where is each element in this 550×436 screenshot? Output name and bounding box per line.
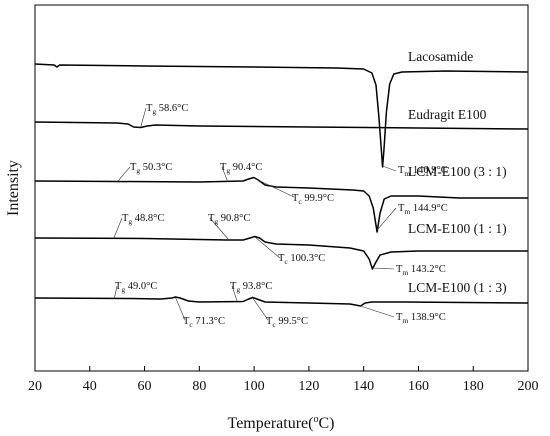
annotation-leader [209,217,230,241]
annotation-tm-lcm13: Tm 138.9°C [396,312,446,325]
x-tick-label: 140 [353,379,374,394]
x-tick-label: 200 [518,379,539,394]
annotation-leaders [113,107,397,321]
series-label-lcm-1-3: LCM-E100 (1 : 3) [408,280,507,295]
x-axis-ticks: 20 40 60 80 100 120 140 160 180 200 [28,366,539,394]
x-tick-label: 40 [83,379,97,394]
series-line-lcm-e100-1-3 [34,296,529,307]
annotation-leader [117,166,131,182]
annotation-tc-lcm13-a: Tc 71.3°C [183,316,225,329]
annotation-leader [372,267,395,270]
series-label-eudragit: Eudragit E100 [408,107,487,122]
x-tick-label: 100 [244,379,265,394]
annotation-tm-lacosamide: Tm 146.9°C [398,165,448,178]
annotation-leader [253,177,295,198]
annotation-tg-lcm31-b: Tg 90.4°C [220,162,262,175]
series-line-eudragit-e100 [34,121,529,130]
annotation-leader [113,217,123,239]
series-line-lcm-e100-1-1 [34,235,528,270]
series-curves [34,63,529,307]
plot-frame [34,4,529,372]
annotation-leader [252,297,269,321]
annotation-leader [175,297,186,321]
annotation-leader [221,166,229,183]
series-line-lacosamide [34,63,529,168]
y-axis-title: Intensity [5,160,22,216]
annotation-tm-lcm11: Tm 143.2°C [396,264,446,277]
annotation-tg-lcm13-b: Tg 93.8°C [230,281,272,294]
annotation-leader [382,165,397,172]
annotation-tg-eudragit: Tg 58.6°C [146,103,188,116]
annotation-leader [114,285,118,299]
x-axis-title: Temperature(oC) [228,414,335,432]
series-label-lcm-1-1: LCM-E100 (1 : 1) [408,221,507,236]
annotation-tg-lcm11-a: Tg 48.8°C [122,213,164,226]
annotation-leader [231,285,238,302]
annotation-tc-lcm31: Tc 99.9°C [292,193,334,206]
x-tick-label: 180 [463,379,484,394]
series-line-lcm-e100-3-1 [34,176,528,233]
annotation-tg-lcm13-a: Tg 49.0°C [115,281,157,294]
annotation-tg-lcm11-b: Tg 90.8°C [208,213,250,226]
annotation-leader [360,305,395,318]
annotation-leader [140,107,147,128]
x-tick-label: 20 [28,379,42,394]
annotation-leader [376,207,397,231]
annotation-tc-lcm13-b: Tc 99.5°C [266,316,308,329]
series-label-lacosamide: Lacosamide [408,49,473,64]
x-tick-label: 60 [138,379,152,394]
annotation-tg-lcm31-a: Tg 50.3°C [130,162,172,175]
annotation-leader [254,236,281,259]
annotation-tm-lcm31: Tm 144.9°C [398,203,448,216]
x-tick-label: 120 [298,379,319,394]
x-tick-label: 80 [192,379,206,394]
annotation-tc-lcm11: Tc 100.3°C [278,253,325,266]
series-label-lcm-3-1: LCM-E100 (3 : 1) [408,164,507,179]
x-tick-label: 160 [408,379,429,394]
